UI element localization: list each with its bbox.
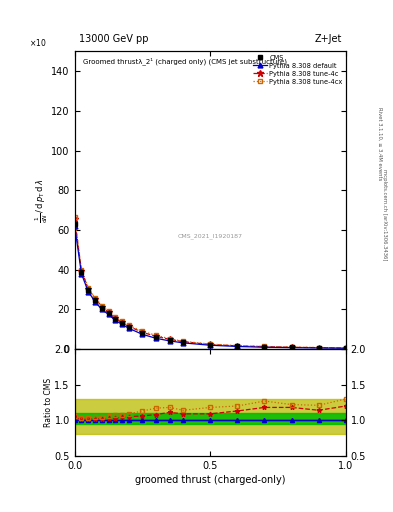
Pythia 8.308 tune-4c (140, 329, 145, 335)
Pythia 8.308 default (86, 289, 90, 295)
Pythia 8.308 default (167, 338, 172, 344)
Text: Z+Jet: Z+Jet (314, 33, 342, 44)
Line: Pythia 8.308 tune-4c: Pythia 8.308 tune-4c (72, 216, 349, 351)
Line: Pythia 8.308 tune-4cx: Pythia 8.308 tune-4cx (72, 215, 348, 350)
CMS (93, 296, 97, 303)
Pythia 8.308 tune-4c (99, 304, 104, 310)
CMS (86, 287, 90, 293)
Pythia 8.308 default (99, 306, 104, 312)
Text: $\times 10$: $\times 10$ (29, 37, 46, 48)
Pythia 8.308 tune-4c (289, 344, 294, 350)
CMS (120, 321, 125, 327)
Pythia 8.308 tune-4cx (106, 308, 111, 314)
Pythia 8.308 tune-4cx (140, 328, 145, 334)
Pythia 8.308 tune-4cx (113, 314, 118, 321)
Legend: CMS, Pythia 8.308 default, Pythia 8.308 tune-4c, Pythia 8.308 tune-4cx: CMS, Pythia 8.308 default, Pythia 8.308 … (251, 52, 345, 87)
CMS (79, 269, 84, 275)
Text: Rivet 3.1.10, ≥ 3.4M events: Rivet 3.1.10, ≥ 3.4M events (377, 106, 382, 180)
Pythia 8.308 tune-4cx (289, 344, 294, 350)
CMS (343, 345, 348, 351)
Pythia 8.308 default (79, 271, 84, 277)
CMS (316, 345, 321, 351)
Line: CMS: CMS (72, 222, 348, 351)
Pythia 8.308 tune-4cx (316, 345, 321, 351)
Pythia 8.308 tune-4c (235, 343, 240, 349)
Pythia 8.308 tune-4cx (93, 294, 97, 301)
Pythia 8.308 tune-4cx (343, 345, 348, 351)
CMS (127, 324, 131, 330)
Pythia 8.308 default (181, 340, 185, 346)
Pythia 8.308 default (120, 322, 125, 328)
X-axis label: groomed thrust (charged-only): groomed thrust (charged-only) (135, 475, 285, 485)
Pythia 8.308 tune-4cx (154, 332, 158, 338)
Pythia 8.308 tune-4c (181, 338, 185, 345)
Pythia 8.308 default (289, 345, 294, 351)
Pythia 8.308 tune-4cx (127, 323, 131, 329)
Pythia 8.308 default (154, 335, 158, 342)
Text: 13000 GeV pp: 13000 GeV pp (79, 33, 148, 44)
Pythia 8.308 tune-4c (262, 344, 267, 350)
Text: CMS_2021_I1920187: CMS_2021_I1920187 (178, 233, 243, 239)
CMS (262, 344, 267, 350)
Pythia 8.308 default (316, 345, 321, 351)
Pythia 8.308 tune-4cx (72, 214, 77, 220)
Pythia 8.308 tune-4c (113, 315, 118, 322)
Pythia 8.308 tune-4c (127, 323, 131, 329)
Pythia 8.308 default (235, 344, 240, 350)
Pythia 8.308 tune-4cx (167, 336, 172, 342)
Y-axis label: $\frac{1}{\mathrm{d}N}\,/\,\mathrm{d}\,p_\mathrm{T}\,\mathrm{d}\,\lambda$: $\frac{1}{\mathrm{d}N}\,/\,\mathrm{d}\,p… (33, 178, 50, 223)
Pythia 8.308 default (106, 311, 111, 317)
Pythia 8.308 tune-4c (72, 216, 77, 222)
Pythia 8.308 tune-4cx (235, 343, 240, 349)
Pythia 8.308 tune-4cx (79, 267, 84, 273)
Pythia 8.308 tune-4c (343, 345, 348, 351)
Pythia 8.308 default (343, 345, 348, 351)
Pythia 8.308 default (208, 342, 213, 348)
Pythia 8.308 tune-4cx (99, 303, 104, 309)
Text: Groomed thrustλ_2¹ (charged only) (CMS jet substructure): Groomed thrustλ_2¹ (charged only) (CMS j… (83, 57, 287, 65)
CMS (181, 339, 185, 346)
Pythia 8.308 tune-4cx (120, 318, 125, 325)
Pythia 8.308 tune-4c (86, 286, 90, 292)
Text: mcplots.cern.ch [arXiv:1306.3436]: mcplots.cern.ch [arXiv:1306.3436] (382, 169, 387, 261)
Pythia 8.308 tune-4cx (262, 344, 267, 350)
Pythia 8.308 tune-4cx (208, 341, 213, 347)
Pythia 8.308 tune-4cx (86, 285, 90, 291)
Pythia 8.308 default (113, 317, 118, 324)
Pythia 8.308 tune-4c (79, 268, 84, 274)
CMS (235, 343, 240, 349)
Pythia 8.308 default (262, 344, 267, 350)
Pythia 8.308 tune-4c (316, 345, 321, 351)
Pythia 8.308 default (140, 331, 145, 337)
Pythia 8.308 tune-4c (208, 342, 213, 348)
Pythia 8.308 tune-4c (120, 319, 125, 326)
CMS (154, 334, 158, 340)
CMS (140, 330, 145, 336)
Pythia 8.308 default (72, 223, 77, 229)
Pythia 8.308 tune-4c (154, 333, 158, 339)
Pythia 8.308 default (127, 325, 131, 331)
CMS (289, 345, 294, 351)
CMS (208, 342, 213, 348)
Pythia 8.308 tune-4c (106, 309, 111, 315)
Y-axis label: Ratio to CMS: Ratio to CMS (44, 378, 53, 427)
Pythia 8.308 tune-4cx (181, 338, 185, 345)
CMS (72, 221, 77, 227)
CMS (113, 316, 118, 323)
Pythia 8.308 tune-4c (93, 295, 97, 302)
Pythia 8.308 tune-4c (167, 336, 172, 343)
Line: Pythia 8.308 default: Pythia 8.308 default (72, 224, 348, 351)
CMS (106, 310, 111, 316)
CMS (99, 305, 104, 311)
CMS (167, 337, 172, 344)
Pythia 8.308 default (93, 298, 97, 305)
